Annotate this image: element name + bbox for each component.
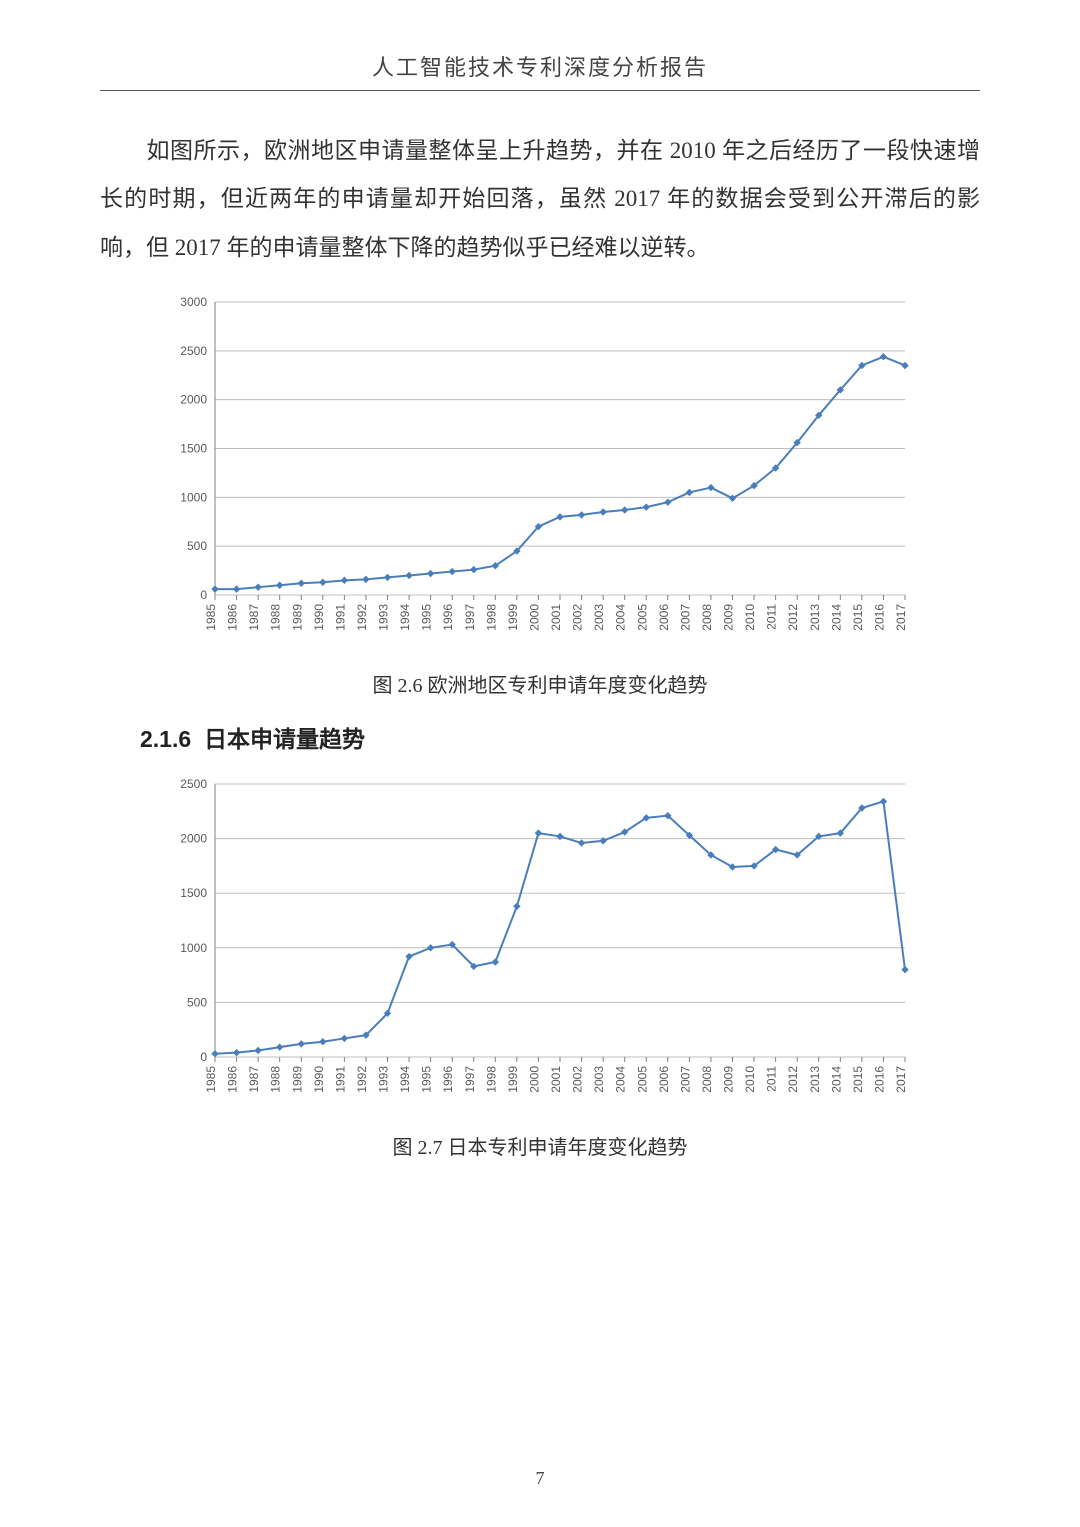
svg-text:2006: 2006: [657, 604, 671, 631]
svg-text:1986: 1986: [226, 1066, 240, 1093]
svg-text:1987: 1987: [247, 604, 261, 631]
svg-text:1500: 1500: [180, 441, 207, 455]
svg-text:1989: 1989: [290, 1066, 304, 1093]
svg-text:1985: 1985: [204, 1066, 218, 1093]
svg-text:2003: 2003: [592, 1066, 606, 1093]
svg-text:1990: 1990: [312, 604, 326, 631]
svg-text:2014: 2014: [829, 1066, 843, 1093]
svg-text:1999: 1999: [506, 604, 520, 631]
svg-text:2500: 2500: [180, 777, 207, 791]
svg-text:2016: 2016: [872, 1066, 886, 1093]
svg-text:2001: 2001: [549, 1066, 563, 1093]
svg-text:1994: 1994: [398, 604, 412, 631]
svg-text:2007: 2007: [678, 604, 692, 631]
svg-text:1999: 1999: [506, 1066, 520, 1093]
svg-text:1997: 1997: [463, 1066, 477, 1093]
svg-text:1995: 1995: [420, 1066, 434, 1093]
body-paragraph: 如图所示，欧洲地区申请量整体呈上升趋势，并在 2010 年之后经历了一段快速增长…: [100, 127, 980, 272]
chart-japan-caption: 图 2.7 日本专利申请年度变化趋势: [100, 1131, 980, 1160]
svg-text:2006: 2006: [657, 1066, 671, 1093]
svg-text:2004: 2004: [614, 604, 628, 631]
svg-text:2014: 2014: [829, 604, 843, 631]
svg-text:2015: 2015: [851, 604, 865, 631]
svg-text:1986: 1986: [226, 604, 240, 631]
section-title: 日本申请量趋势: [204, 726, 365, 752]
line-chart-japan: 0 500 1000 1500 2000 2500 1985 1986 1987 1988 1989…: [160, 772, 920, 1112]
svg-text:1988: 1988: [269, 1066, 283, 1093]
svg-text:2011: 2011: [765, 1066, 779, 1092]
svg-text:2008: 2008: [700, 1066, 714, 1093]
section-heading: 2.1.6 日本申请量趋势: [140, 720, 980, 754]
svg-text:1990: 1990: [312, 1066, 326, 1093]
page-number: 7: [0, 1468, 1080, 1489]
svg-text:2012: 2012: [786, 1066, 800, 1093]
svg-text:2004: 2004: [614, 1066, 628, 1093]
svg-text:2016: 2016: [872, 604, 886, 631]
svg-text:2003: 2003: [592, 604, 606, 631]
svg-text:1991: 1991: [333, 604, 347, 631]
svg-text:1998: 1998: [484, 604, 498, 631]
svg-text:2002: 2002: [571, 1066, 585, 1093]
svg-text:2002: 2002: [571, 604, 585, 631]
svg-text:2005: 2005: [635, 604, 649, 631]
svg-text:2001: 2001: [549, 604, 563, 631]
svg-text:1991: 1991: [333, 1066, 347, 1093]
svg-text:1995: 1995: [420, 604, 434, 631]
svg-text:2000: 2000: [180, 393, 207, 407]
svg-text:500: 500: [187, 539, 207, 553]
svg-text:0: 0: [200, 588, 207, 602]
svg-text:3000: 3000: [180, 295, 207, 309]
svg-text:1989: 1989: [290, 604, 304, 631]
svg-text:2000: 2000: [527, 604, 541, 631]
line-chart-europe: 0 500 1000 1500 2000 2500 3000 1985 1986 1987 1988…: [160, 290, 920, 650]
svg-text:1998: 1998: [484, 1066, 498, 1093]
page-header-title: 人工智能技术专利深度分析报告: [100, 50, 980, 90]
svg-text:2010: 2010: [743, 1066, 757, 1093]
svg-text:2000: 2000: [527, 1066, 541, 1093]
svg-text:1993: 1993: [377, 604, 391, 631]
chart-europe-caption: 图 2.6 欧洲地区专利申请年度变化趋势: [100, 669, 980, 698]
svg-text:1988: 1988: [269, 604, 283, 631]
section-number: 2.1.6: [140, 726, 191, 752]
svg-text:2005: 2005: [635, 1066, 649, 1093]
svg-text:2017: 2017: [894, 1066, 908, 1093]
paragraph-text: 如图所示，欧洲地区申请量整体呈上升趋势，并在 2010 年之后经历了一段快速增长…: [100, 138, 980, 260]
svg-text:1997: 1997: [463, 604, 477, 631]
svg-text:500: 500: [187, 995, 207, 1009]
svg-text:2011: 2011: [765, 604, 779, 630]
svg-text:1993: 1993: [377, 1066, 391, 1093]
svg-text:1996: 1996: [441, 1066, 455, 1093]
svg-text:1994: 1994: [398, 1066, 412, 1093]
svg-text:1000: 1000: [180, 941, 207, 955]
svg-text:1996: 1996: [441, 604, 455, 631]
svg-text:2007: 2007: [678, 1066, 692, 1093]
svg-text:2009: 2009: [722, 604, 736, 631]
svg-text:2010: 2010: [743, 604, 757, 631]
svg-text:1500: 1500: [180, 886, 207, 900]
svg-text:2000: 2000: [180, 831, 207, 845]
page: 人工智能技术专利深度分析报告 如图所示，欧洲地区申请量整体呈上升趋势，并在 20…: [0, 0, 1080, 1527]
svg-text:2013: 2013: [808, 1066, 822, 1093]
svg-text:2009: 2009: [722, 1066, 736, 1093]
svg-text:2013: 2013: [808, 604, 822, 631]
svg-text:2500: 2500: [180, 344, 207, 358]
svg-text:1000: 1000: [180, 490, 207, 504]
svg-text:2012: 2012: [786, 604, 800, 631]
chart-europe: 0 500 1000 1500 2000 2500 3000 1985 1986 1987 1988…: [160, 290, 920, 655]
svg-text:2015: 2015: [851, 1066, 865, 1093]
chart-japan: 0 500 1000 1500 2000 2500 1985 1986 1987 1988 1989…: [160, 772, 920, 1117]
svg-text:2008: 2008: [700, 604, 714, 631]
svg-text:1992: 1992: [355, 1066, 369, 1093]
header-rule: [100, 90, 980, 91]
svg-text:0: 0: [200, 1050, 207, 1064]
svg-text:2017: 2017: [894, 604, 908, 631]
svg-text:1987: 1987: [247, 1066, 261, 1093]
svg-text:1985: 1985: [204, 604, 218, 631]
svg-text:1992: 1992: [355, 604, 369, 631]
